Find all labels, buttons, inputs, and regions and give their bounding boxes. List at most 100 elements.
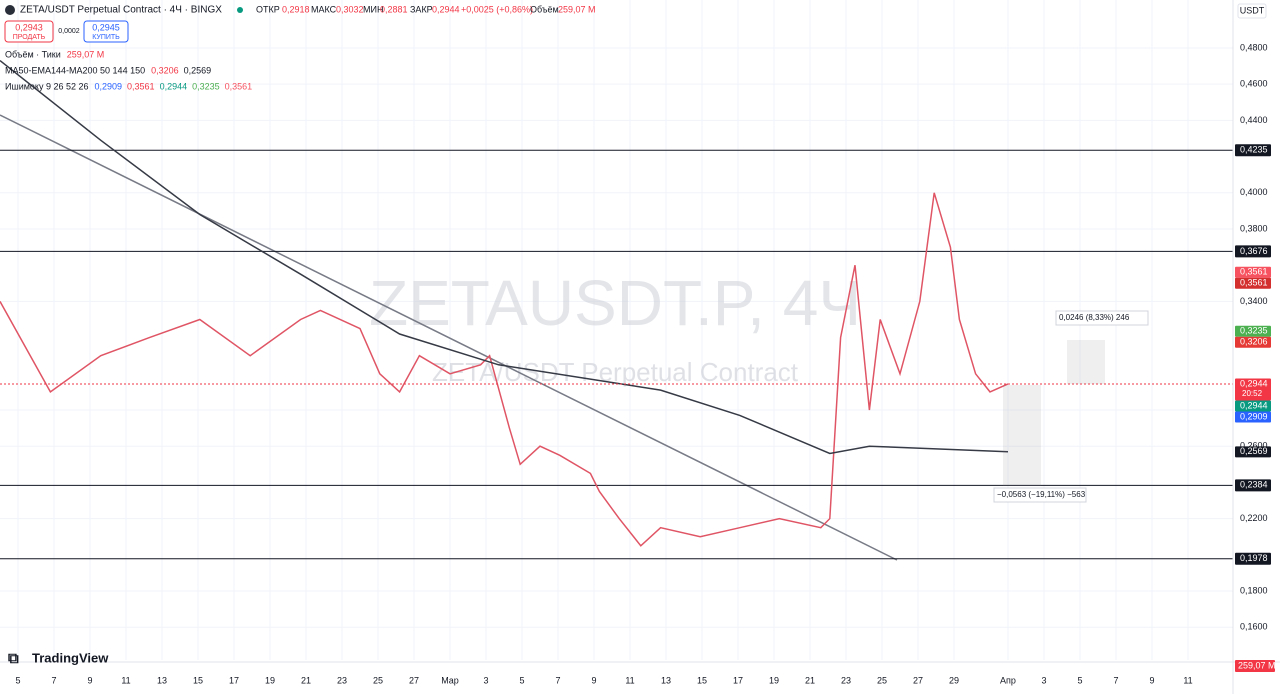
x-tick-label: 27 [409,675,419,685]
x-tick-label: 3 [483,675,488,685]
price-badge [1235,400,1271,412]
y-tick-label: 0,4800 [1240,42,1268,52]
price-badge-label: 0,3561 [1240,267,1268,277]
x-tick-label: 13 [661,675,671,685]
low-label: МИН [363,4,383,14]
x-tick-label: 15 [697,675,707,685]
price-badge [1235,411,1271,423]
price-badge-label: 0,2944 [1240,378,1268,388]
indicator-value: 0,2944 [160,81,188,91]
x-tick-label: Апр [1000,675,1016,685]
measure-box [993,487,1087,503]
buy-price[interactable]: 0,2945 [92,22,120,32]
y-tick-label: 0,4600 [1240,79,1268,89]
x-tick-label: 23 [337,675,347,685]
price-line [0,60,1009,455]
open-label: ОТКР [256,4,280,14]
close: 0,2944 [432,4,460,14]
axes: 0,48000,46000,44000,40000,38000,34000,28… [15,42,1275,685]
indicators: Объём · Тики 259,07 M MA50-EMA144-MA200 50… [5,49,252,91]
sell-label[interactable]: ПРОДАТЬ [13,34,46,41]
x-tick-label: 11 [625,675,634,685]
logo-mark: ⧉ [8,650,19,667]
symbol[interactable]: ZETA/USDT Perpetual Contract · 4Ч · BING… [20,5,222,16]
x-tick-label: 7 [1113,675,1118,685]
x-tick-label: Мар [441,675,459,685]
x-tick-label: 9 [1149,675,1154,685]
volume-badge-label: 259,07 M [1238,660,1276,670]
price-badge [1235,325,1271,337]
symbol-icon [5,5,15,15]
indicator-value: 259,07 M [67,49,105,59]
plot: 0,0246 (8,33%) 246 −0,0563 (−19,11%) −563 [0,60,1233,560]
measure-area [1067,340,1105,384]
indicator-value: 0,3561 [225,81,253,91]
indicator-value: 0,3235 [192,81,220,91]
level-label: 0,4235 [1240,145,1268,155]
price-badge-label: 0,2944 [1240,400,1268,410]
level-badge [1235,552,1271,565]
status-dot [237,7,243,13]
x-tick-label: 9 [591,675,596,685]
currency-button[interactable] [1237,3,1267,19]
y-tick-label: 0,1600 [1240,622,1268,632]
x-tick-label: 17 [733,675,743,685]
x-tick-label: 21 [805,675,815,685]
indicator-name: Ишимоку 9 26 52 26 [5,81,89,91]
buy-button[interactable] [83,20,129,43]
y-tick-label: 0,1800 [1240,585,1268,595]
x-tick-label: 25 [373,675,383,685]
measure-area [1003,385,1041,486]
x-tick-label: 9 [87,675,92,685]
price-badge-label: 0,3206 [1240,337,1268,347]
x-tick-label: 15 [193,675,203,685]
buy-label[interactable]: КУПИТЬ [92,34,120,41]
measure-label: −0,0563 (−19,11%) −563 [997,490,1086,499]
level-badge [1235,479,1271,492]
legend: ZETA/USDT Perpetual Contract · 4Ч · BING… [4,4,596,43]
volume: 259,07 M [558,4,596,14]
sell-button[interactable] [4,20,54,43]
x-tick-label: 3 [1041,675,1046,685]
price-badge-label: 0,2909 [1240,411,1268,421]
x-tick-label: 7 [51,675,56,685]
price-badge-label: 0,3561 [1240,278,1268,288]
indicator-value: 0,2569 [184,65,212,75]
x-tick-label: 21 [301,675,311,685]
indicator-name: Объём · Тики [5,49,61,59]
x-tick-label: 7 [555,675,560,685]
countdown: 20:52 [1242,389,1263,398]
y-tick-label: 0,2200 [1240,513,1268,523]
x-tick-label: 25 [877,675,887,685]
price-line [0,192,1009,547]
indicator-value: 0,2909 [95,81,123,91]
sell-price[interactable]: 0,2943 [15,22,43,32]
indicator-value: 0,3206 [151,65,179,75]
x-tick-label: 29 [949,675,959,685]
x-tick-label: 17 [229,675,239,685]
volume-badge [1235,660,1275,672]
x-tick-label: 11 [1183,675,1192,685]
measure-box [1055,310,1149,326]
close-label: ЗАКР [410,4,433,14]
x-tick-label: 5 [1077,675,1082,685]
price-badge [1235,446,1271,458]
indicator-name: MA50-EMA144-MA200 50 144 150 [5,65,145,75]
high-label: МАКС [311,4,337,14]
currency[interactable]: USDT [1240,5,1265,15]
watermark: ZETAUSDT.P, 4Ч [369,267,861,339]
level-label: 0,2384 [1240,480,1268,490]
price-badge-label: 0,3235 [1240,326,1268,336]
change: +0,0025 (+0,86%) [461,4,533,14]
price-badge [1235,266,1271,278]
x-tick-label: 5 [519,675,524,685]
price-badge [1235,336,1271,348]
logo: ⧉ TradingView [8,650,109,667]
x-tick-label: 19 [769,675,779,685]
logo-text: TradingView [32,650,109,665]
x-tick-label: 13 [157,675,167,685]
level-badge [1235,144,1271,157]
x-tick-label: 19 [265,675,275,685]
x-tick-label: 5 [15,675,20,685]
grid [0,0,1233,660]
